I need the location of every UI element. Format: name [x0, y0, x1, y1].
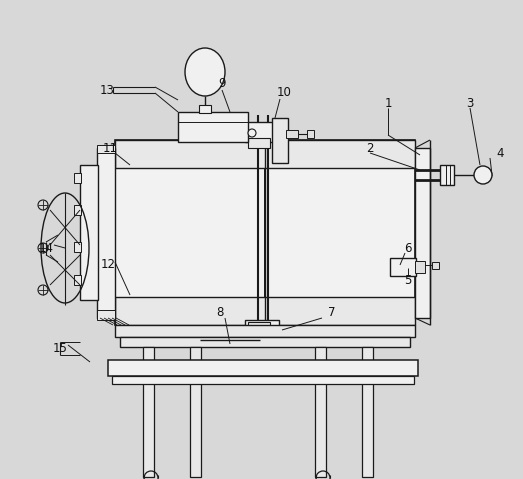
Bar [115, 140, 415, 168]
Text: 4: 4 [496, 147, 504, 160]
Bar [97, 148, 115, 318]
Bar [80, 165, 98, 300]
Bar [390, 258, 416, 276]
Bar [74, 205, 81, 215]
Bar [245, 320, 279, 340]
Bar [315, 347, 326, 477]
Bar [415, 261, 425, 273]
Bar [270, 326, 280, 332]
Text: 2: 2 [366, 141, 374, 155]
Text: 13: 13 [99, 83, 115, 96]
Bar [432, 262, 439, 269]
Bar [440, 165, 454, 185]
Text: 10: 10 [277, 85, 291, 99]
Text: 6: 6 [404, 241, 412, 254]
Bar [307, 130, 314, 138]
Circle shape [248, 129, 256, 137]
Bar [190, 347, 201, 477]
Text: 15: 15 [53, 342, 67, 354]
Bar [115, 297, 415, 325]
Bar [245, 122, 279, 142]
Bar [115, 140, 265, 325]
Bar [178, 112, 248, 142]
Bar [97, 310, 115, 320]
Bar [97, 145, 115, 153]
Bar [74, 242, 81, 252]
Text: 9: 9 [218, 77, 226, 90]
Circle shape [474, 166, 492, 184]
Bar [362, 347, 373, 477]
Bar [265, 140, 415, 325]
Text: 11: 11 [103, 141, 118, 155]
Text: 12: 12 [100, 259, 116, 272]
Text: 14: 14 [39, 241, 53, 254]
Bar [248, 322, 270, 332]
Bar [248, 138, 270, 148]
Ellipse shape [185, 48, 225, 96]
Bar [415, 148, 430, 318]
Bar [143, 347, 154, 477]
Text: 8: 8 [217, 307, 224, 319]
Bar [108, 360, 418, 376]
Bar [272, 118, 288, 163]
Text: 7: 7 [328, 307, 336, 319]
Bar [74, 275, 81, 285]
Text: 5: 5 [404, 274, 412, 286]
Text: 1: 1 [384, 96, 392, 110]
Bar [74, 173, 81, 183]
Bar [120, 337, 410, 347]
Bar [199, 105, 211, 113]
Text: 3: 3 [467, 96, 474, 110]
Bar [112, 376, 414, 384]
Bar [286, 130, 298, 138]
Bar [115, 325, 415, 337]
